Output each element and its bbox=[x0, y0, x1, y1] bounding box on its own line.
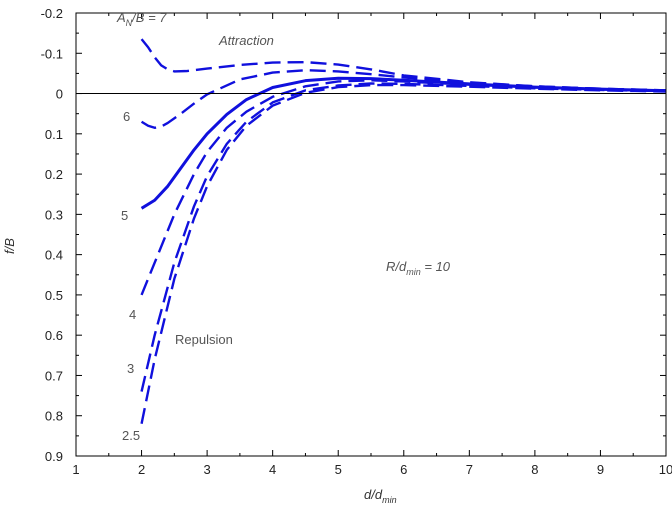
plot-area bbox=[140, 38, 667, 425]
curve-label-3: 3 bbox=[127, 361, 134, 376]
param-main: R/d bbox=[386, 259, 407, 274]
x-tick-label: 9 bbox=[597, 462, 604, 477]
x-axis-title-main: d/d bbox=[364, 487, 383, 502]
y-tick-label: 0.8 bbox=[45, 409, 63, 424]
series-line-2-5 bbox=[140, 83, 667, 425]
axes: 1 2 3 4 5 6 7 8 9 10 -0.2 -0.1 0 0.1 0.2 0.3 0.4 0.5 0.6 0.… bbox=[41, 6, 672, 477]
y-axis-title: f/B bbox=[2, 238, 17, 254]
y-tick-label: 0 bbox=[56, 87, 63, 102]
x-axis-title: d/dmin bbox=[364, 487, 397, 505]
y-tick-label: 0.4 bbox=[45, 248, 63, 263]
curve-label-5: 5 bbox=[121, 208, 128, 223]
y-tick-label: -0.1 bbox=[41, 46, 63, 61]
series-line-5 bbox=[140, 76, 667, 210]
x-tick-label: 2 bbox=[138, 462, 145, 477]
y-tick-label: 0.6 bbox=[45, 328, 63, 343]
x-tick-label: 7 bbox=[466, 462, 473, 477]
repulsion-label: Repulsion bbox=[175, 332, 233, 347]
param-tail: = 10 bbox=[421, 259, 451, 274]
an-ratio-label: AN/B = 7 bbox=[116, 10, 167, 28]
x-tick-label: 4 bbox=[269, 462, 276, 477]
an-ratio-sub: N bbox=[126, 18, 133, 28]
y-tick-label: 0.2 bbox=[45, 167, 63, 182]
an-ratio-A: A bbox=[116, 10, 126, 25]
attraction-label: Attraction bbox=[218, 33, 274, 48]
x-tick-label: 8 bbox=[531, 462, 538, 477]
curve-label-6: 6 bbox=[123, 109, 130, 124]
param-label: R/dmin = 10 bbox=[386, 259, 451, 277]
x-tick-label: 1 bbox=[72, 462, 79, 477]
x-tick-label: 10 bbox=[659, 462, 672, 477]
curve-label-2-5: 2.5 bbox=[122, 428, 140, 443]
y-tick-label: 0.7 bbox=[45, 368, 63, 383]
x-tick-label: 3 bbox=[203, 462, 210, 477]
y-tick-label: 0.1 bbox=[45, 127, 63, 142]
y-tick-label: 0.5 bbox=[45, 288, 63, 303]
y-tick-label: -0.2 bbox=[41, 6, 63, 21]
x-tick-label: 5 bbox=[335, 462, 342, 477]
curve-label-4: 4 bbox=[129, 307, 136, 322]
param-sub: min bbox=[406, 267, 421, 277]
x-axis-title-sub: min bbox=[382, 495, 397, 505]
y-tick-label: 0.3 bbox=[45, 207, 63, 222]
y-tick-label: 0.9 bbox=[45, 449, 63, 464]
x-tick-label: 6 bbox=[400, 462, 407, 477]
an-ratio-tail: /B = 7 bbox=[131, 10, 167, 25]
